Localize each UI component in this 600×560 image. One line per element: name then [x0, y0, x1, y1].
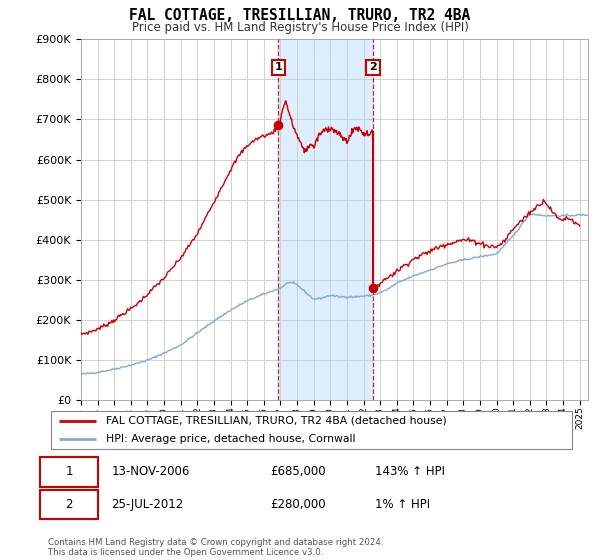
Bar: [278, 39, 373, 400]
Text: £280,000: £280,000: [270, 498, 325, 511]
Text: 1% ↑ HPI: 1% ↑ HPI: [376, 498, 430, 511]
FancyBboxPatch shape: [50, 411, 572, 449]
Text: 25-JUL-2012: 25-JUL-2012: [112, 498, 184, 511]
Text: 143% ↑ HPI: 143% ↑ HPI: [376, 465, 445, 478]
Text: 1: 1: [274, 62, 282, 72]
FancyBboxPatch shape: [40, 490, 98, 520]
Text: FAL COTTAGE, TRESILLIAN, TRURO, TR2 4BA: FAL COTTAGE, TRESILLIAN, TRURO, TR2 4BA: [130, 8, 470, 24]
Text: Price paid vs. HM Land Registry's House Price Index (HPI): Price paid vs. HM Land Registry's House …: [131, 21, 469, 34]
Text: 2: 2: [369, 62, 377, 72]
Text: £685,000: £685,000: [270, 465, 325, 478]
Text: 2: 2: [65, 498, 73, 511]
Text: 1: 1: [65, 465, 73, 478]
Text: 13-NOV-2006: 13-NOV-2006: [112, 465, 190, 478]
FancyBboxPatch shape: [40, 457, 98, 487]
Text: FAL COTTAGE, TRESILLIAN, TRURO, TR2 4BA (detached house): FAL COTTAGE, TRESILLIAN, TRURO, TR2 4BA …: [106, 416, 447, 426]
Text: HPI: Average price, detached house, Cornwall: HPI: Average price, detached house, Corn…: [106, 435, 356, 445]
Text: Contains HM Land Registry data © Crown copyright and database right 2024.
This d: Contains HM Land Registry data © Crown c…: [48, 538, 383, 557]
